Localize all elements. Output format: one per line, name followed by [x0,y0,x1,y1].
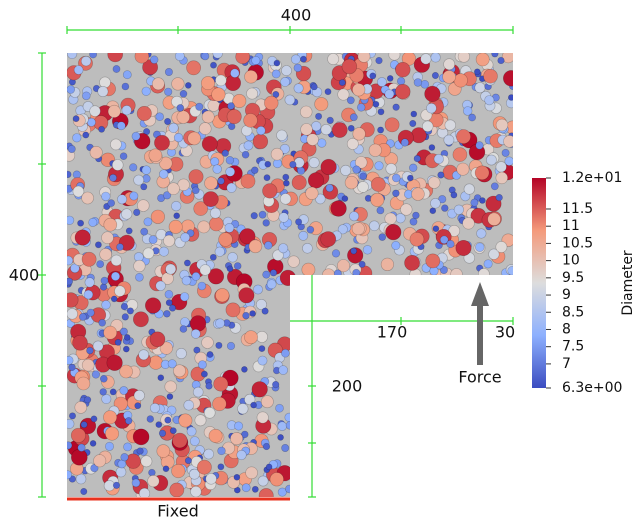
dim-top: 400 [281,6,312,25]
colorbar [532,178,546,388]
colorbar-tick-label: 11 [562,218,580,234]
colorbar-tick-label: 9 [562,287,571,303]
colorbar-tick-label: 10 [562,253,580,269]
colorbar-tick-label: 8 [562,321,571,337]
colorbar-tick-label: 7 [562,356,571,372]
colorbar-title: Diameter [620,250,636,316]
scene: 400 400 170 30 200 Fixed Force 1.2e+01 11… [0,0,641,522]
dim-notch-width: 170 [377,323,408,342]
colorbar-tick-label: 8.5 [562,304,584,320]
force-arrow [471,282,489,365]
dim-edge: 30 [495,323,515,342]
colorbar-tick-label: 11.5 [562,201,593,217]
dim-left: 400 [9,266,40,285]
colorbar-tick-label: 10.5 [562,235,593,251]
fixed-label: Fixed [157,502,198,521]
force-label: Force [458,368,501,387]
colorbar-tick-label: 7.5 [562,339,584,355]
colorbar-tick-label: 1.2e+01 [562,170,622,186]
colorbar-tick-label: 6.3e+00 [562,380,622,396]
colorbar-tick-label: 9.5 [562,270,584,286]
dim-notch-height: 200 [332,377,363,396]
